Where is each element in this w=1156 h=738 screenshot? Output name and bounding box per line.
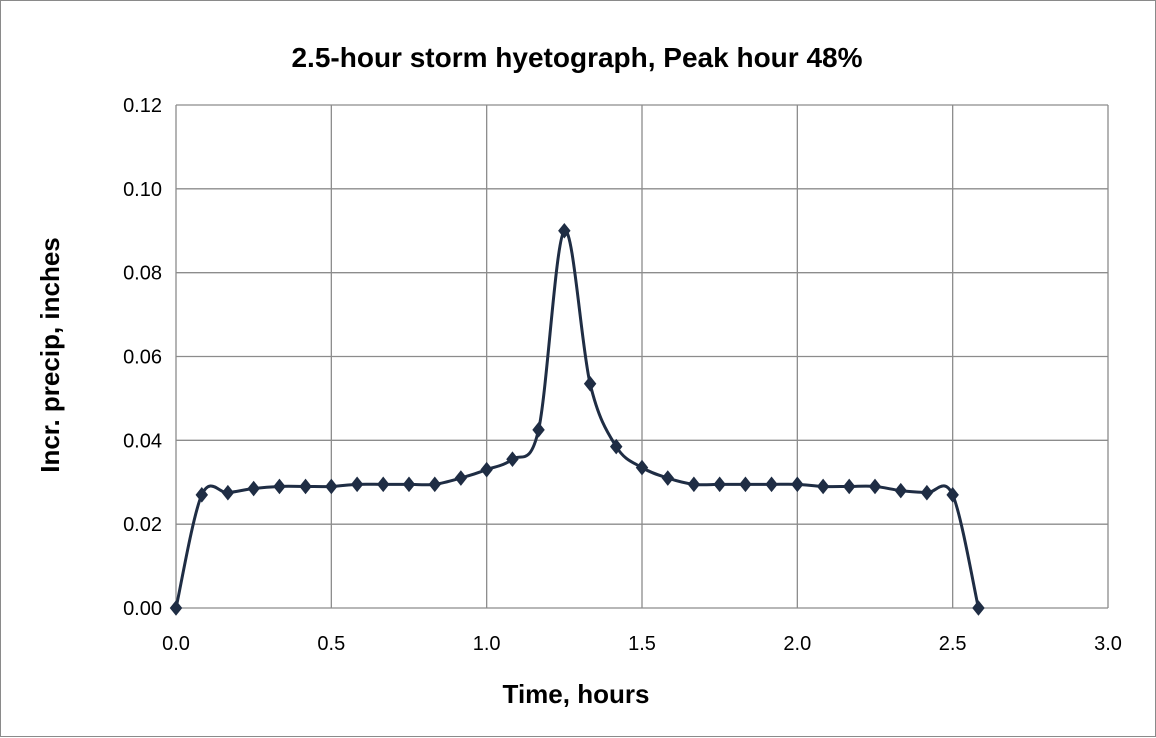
data-point (376, 476, 390, 493)
data-point (299, 478, 312, 495)
data-point (842, 478, 856, 495)
data-point (920, 484, 934, 501)
data-point (402, 476, 416, 493)
data-point (868, 478, 882, 495)
x-tick-label: 2.5 (939, 633, 967, 655)
series-line (174, 229, 980, 609)
data-point (583, 375, 597, 392)
y-axis-label: Incr. precip, inches (35, 237, 65, 473)
y-tick-label: 0.02 (123, 514, 162, 536)
data-point (609, 438, 623, 455)
y-tick-label: 0.00 (123, 598, 162, 620)
data-point (765, 476, 778, 493)
y-tick-label: 0.04 (123, 430, 162, 452)
data-point (480, 461, 493, 478)
chart-title: 2.5-hour storm hyetograph, Peak hour 48% (291, 42, 862, 73)
data-point (273, 478, 286, 495)
data-point (325, 478, 338, 495)
data-point (946, 487, 959, 503)
x-tick-label: 0.0 (162, 633, 190, 655)
data-point (791, 476, 804, 493)
data-point (454, 470, 468, 486)
x-tick-label: 3.0 (1094, 633, 1122, 655)
data-point (972, 600, 985, 616)
data-point (558, 222, 571, 239)
data-point (739, 476, 752, 493)
y-tick-label: 0.08 (123, 263, 162, 285)
y-tick-label: 0.10 (123, 179, 162, 201)
data-point (169, 600, 183, 616)
data-point (195, 487, 209, 503)
x-tick-label: 2.0 (783, 633, 811, 655)
data-point (635, 459, 649, 476)
x-tick-label: 1.5 (628, 633, 656, 655)
data-point (894, 482, 908, 499)
data-point (816, 478, 830, 495)
data-point (221, 484, 235, 501)
data-point (713, 476, 726, 493)
data-point (532, 422, 545, 438)
gridlines (175, 104, 1109, 609)
data-point (506, 451, 519, 467)
x-tick-label: 0.5 (317, 633, 345, 655)
x-axis-label: Time, hours (503, 679, 650, 709)
y-tick-label: 0.12 (123, 95, 162, 117)
data-point (687, 476, 701, 493)
data-point (247, 480, 260, 497)
data-point (661, 470, 675, 486)
data-point (350, 476, 364, 493)
y-tick-label: 0.06 (123, 347, 162, 369)
data-point (428, 476, 442, 493)
tick-labels: 0.0 0.5 1.0 1.5 2.0 2.5 3.0 0.00 0.02 0.04 0.06 0.0… (123, 95, 1122, 655)
data-markers (169, 222, 985, 616)
x-tick-label: 1.0 (473, 633, 501, 655)
